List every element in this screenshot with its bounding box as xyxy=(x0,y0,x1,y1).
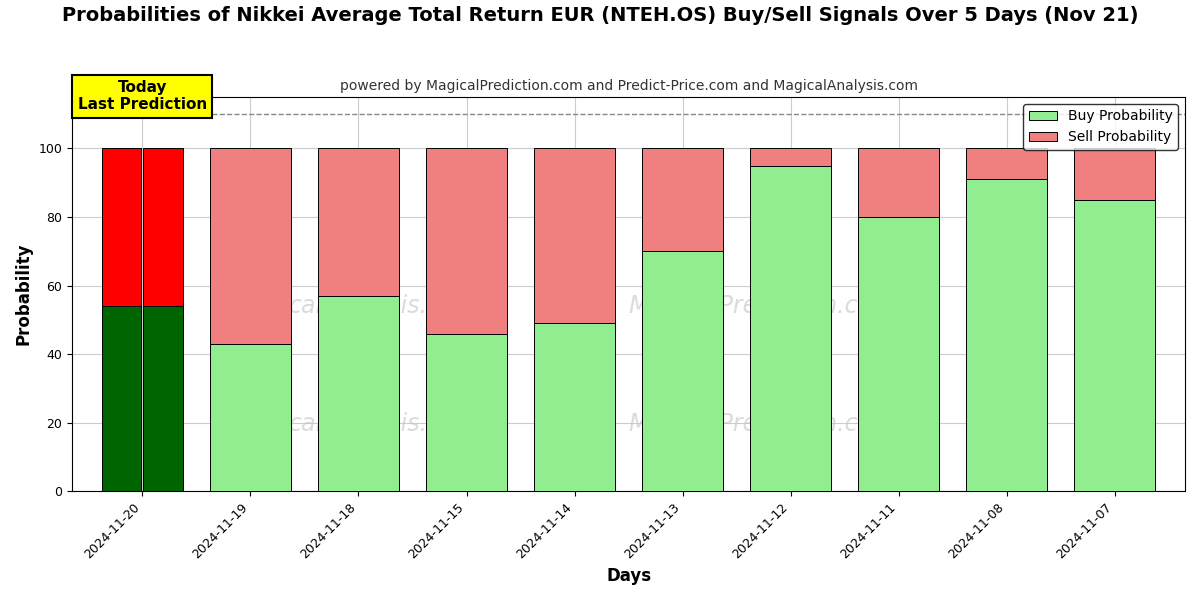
Bar xyxy=(1074,148,1156,200)
Bar xyxy=(318,296,398,491)
Bar xyxy=(966,148,1048,179)
Bar xyxy=(642,148,724,251)
Text: MagicalPrediction.com: MagicalPrediction.com xyxy=(629,412,895,436)
Bar xyxy=(1074,200,1156,491)
Bar xyxy=(426,334,508,491)
Bar xyxy=(210,148,290,344)
Legend: Buy Probability, Sell Probability: Buy Probability, Sell Probability xyxy=(1024,104,1178,150)
Bar xyxy=(318,148,398,296)
Bar xyxy=(102,148,142,306)
Text: calAnalysis.com: calAnalysis.com xyxy=(289,412,479,436)
Bar xyxy=(534,323,616,491)
Bar xyxy=(144,148,182,306)
Y-axis label: Probability: Probability xyxy=(16,243,34,346)
X-axis label: Days: Days xyxy=(606,567,652,585)
Bar xyxy=(210,344,290,491)
Bar xyxy=(642,251,724,491)
Bar xyxy=(858,217,940,491)
Bar xyxy=(858,148,940,217)
Bar xyxy=(144,306,182,491)
Text: calAnalysis.com: calAnalysis.com xyxy=(289,294,479,318)
Title: powered by MagicalPrediction.com and Predict-Price.com and MagicalAnalysis.com: powered by MagicalPrediction.com and Pre… xyxy=(340,79,918,93)
Bar xyxy=(966,179,1048,491)
Bar xyxy=(750,148,832,166)
Text: Probabilities of Nikkei Average Total Return EUR (NTEH.OS) Buy/Sell Signals Over: Probabilities of Nikkei Average Total Re… xyxy=(61,6,1139,25)
Bar xyxy=(750,166,832,491)
Text: MagicalPrediction.com: MagicalPrediction.com xyxy=(629,294,895,318)
Bar xyxy=(534,148,616,323)
Text: Today
Last Prediction: Today Last Prediction xyxy=(78,80,208,112)
Bar xyxy=(426,148,508,334)
Bar xyxy=(102,306,142,491)
